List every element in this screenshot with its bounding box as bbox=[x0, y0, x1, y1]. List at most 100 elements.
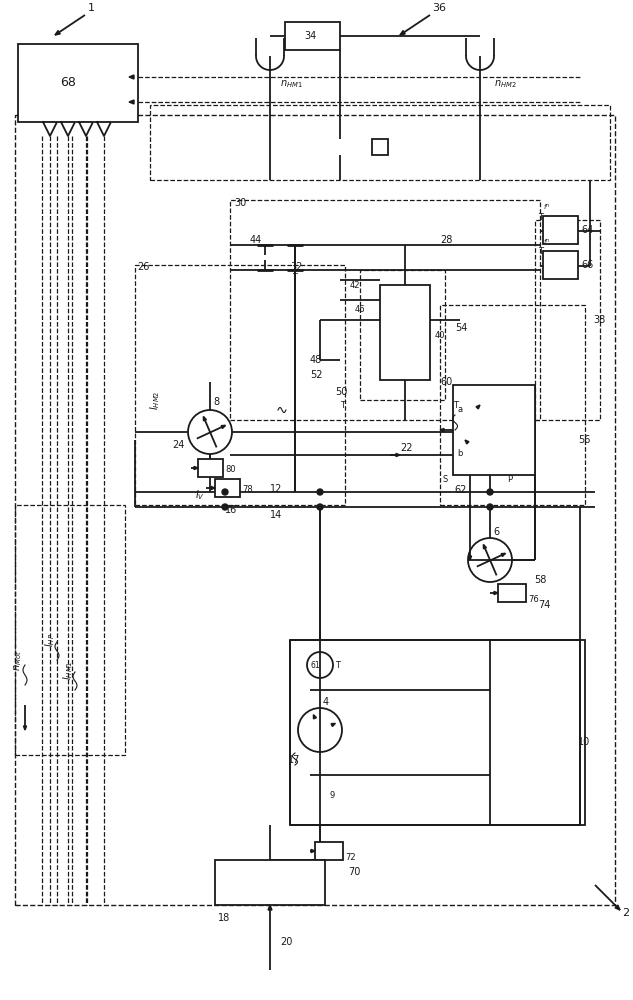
Bar bbox=[15, 505, 125, 755]
Bar bbox=[315, 842, 343, 860]
Text: P: P bbox=[508, 476, 513, 485]
Bar bbox=[372, 139, 388, 155]
Bar bbox=[135, 265, 345, 505]
Text: 2: 2 bbox=[622, 908, 629, 918]
Text: T: T bbox=[538, 213, 543, 222]
Text: 34: 34 bbox=[304, 31, 316, 41]
Polygon shape bbox=[396, 453, 400, 457]
Text: 46: 46 bbox=[355, 306, 366, 314]
Bar bbox=[498, 584, 526, 602]
Circle shape bbox=[317, 489, 323, 495]
Circle shape bbox=[487, 489, 493, 495]
Text: 50: 50 bbox=[335, 387, 348, 397]
Text: 80: 80 bbox=[225, 464, 235, 474]
Text: 52: 52 bbox=[310, 370, 322, 380]
Bar bbox=[198, 459, 223, 477]
Polygon shape bbox=[440, 428, 444, 432]
Text: a: a bbox=[458, 406, 463, 414]
Polygon shape bbox=[313, 715, 316, 719]
Bar bbox=[380, 285, 430, 380]
Bar bbox=[230, 200, 540, 420]
Polygon shape bbox=[615, 905, 620, 910]
Bar bbox=[535, 220, 600, 420]
Bar bbox=[453, 385, 535, 475]
Text: 22: 22 bbox=[400, 443, 413, 453]
Text: 66: 66 bbox=[581, 260, 593, 270]
Text: 14: 14 bbox=[270, 510, 282, 520]
Text: 56: 56 bbox=[578, 435, 591, 445]
Circle shape bbox=[222, 504, 228, 510]
Text: b: b bbox=[457, 448, 463, 458]
Polygon shape bbox=[211, 486, 215, 490]
Text: 54: 54 bbox=[455, 323, 467, 333]
Text: 4: 4 bbox=[323, 697, 329, 707]
Bar bbox=[150, 105, 610, 180]
Polygon shape bbox=[55, 31, 60, 35]
Polygon shape bbox=[468, 556, 472, 560]
Polygon shape bbox=[129, 100, 134, 104]
Text: 38: 38 bbox=[593, 315, 605, 325]
Text: 78: 78 bbox=[242, 485, 253, 493]
Polygon shape bbox=[97, 122, 111, 136]
Text: 70: 70 bbox=[348, 867, 360, 877]
Bar bbox=[440, 305, 585, 505]
Text: 8: 8 bbox=[213, 397, 219, 407]
Polygon shape bbox=[203, 417, 206, 421]
Text: $I_{HM1}$: $I_{HM1}$ bbox=[61, 660, 75, 680]
Text: $I_V$: $I_V$ bbox=[195, 488, 205, 502]
Text: 40: 40 bbox=[435, 330, 446, 340]
Text: T: T bbox=[453, 400, 458, 410]
Bar bbox=[215, 479, 240, 497]
Text: $n_{HM1}$: $n_{HM1}$ bbox=[280, 78, 303, 90]
Text: 18: 18 bbox=[218, 913, 230, 923]
Text: 1: 1 bbox=[88, 3, 95, 13]
Text: 26: 26 bbox=[137, 262, 149, 272]
Text: 44: 44 bbox=[250, 235, 262, 245]
Circle shape bbox=[487, 504, 493, 510]
Polygon shape bbox=[465, 440, 469, 444]
Polygon shape bbox=[331, 723, 335, 727]
Text: 72: 72 bbox=[345, 852, 356, 861]
Text: 30: 30 bbox=[234, 198, 246, 208]
Polygon shape bbox=[484, 545, 486, 549]
Polygon shape bbox=[476, 405, 480, 409]
Polygon shape bbox=[494, 591, 498, 595]
Text: 42: 42 bbox=[350, 280, 361, 290]
Text: S: S bbox=[442, 476, 448, 485]
Text: 36: 36 bbox=[432, 3, 446, 13]
Text: $f^n$: $f^n$ bbox=[543, 237, 551, 247]
Text: 17: 17 bbox=[288, 755, 301, 765]
Polygon shape bbox=[61, 122, 75, 136]
Text: 12: 12 bbox=[270, 484, 282, 494]
Text: 9: 9 bbox=[330, 790, 335, 800]
Polygon shape bbox=[311, 849, 315, 853]
Polygon shape bbox=[221, 425, 225, 429]
Text: 10: 10 bbox=[578, 737, 590, 747]
Bar bbox=[543, 251, 578, 279]
Text: T: T bbox=[538, 247, 543, 256]
Text: 28: 28 bbox=[440, 235, 453, 245]
Polygon shape bbox=[268, 905, 272, 910]
Bar bbox=[360, 270, 445, 400]
Text: $I_{HM2}$: $I_{HM2}$ bbox=[148, 390, 162, 410]
Text: 24: 24 bbox=[172, 440, 184, 450]
Text: 48: 48 bbox=[310, 355, 322, 365]
Text: 62: 62 bbox=[454, 485, 467, 495]
Polygon shape bbox=[79, 122, 93, 136]
Text: T: T bbox=[340, 400, 345, 410]
Polygon shape bbox=[23, 726, 27, 730]
Bar bbox=[18, 44, 138, 122]
Bar bbox=[285, 22, 340, 50]
Text: 60: 60 bbox=[440, 377, 452, 387]
Bar bbox=[543, 216, 578, 244]
Text: $I_{HP}$: $I_{HP}$ bbox=[43, 633, 57, 647]
Circle shape bbox=[222, 489, 228, 495]
Text: 16: 16 bbox=[225, 505, 237, 515]
Text: 58: 58 bbox=[534, 575, 546, 585]
Bar bbox=[15, 115, 615, 905]
Text: T: T bbox=[335, 660, 340, 670]
Text: 74: 74 bbox=[538, 600, 550, 610]
Text: 76: 76 bbox=[528, 595, 539, 604]
Text: 6: 6 bbox=[493, 527, 499, 537]
Text: $n_{Mot}$: $n_{Mot}$ bbox=[12, 649, 24, 671]
